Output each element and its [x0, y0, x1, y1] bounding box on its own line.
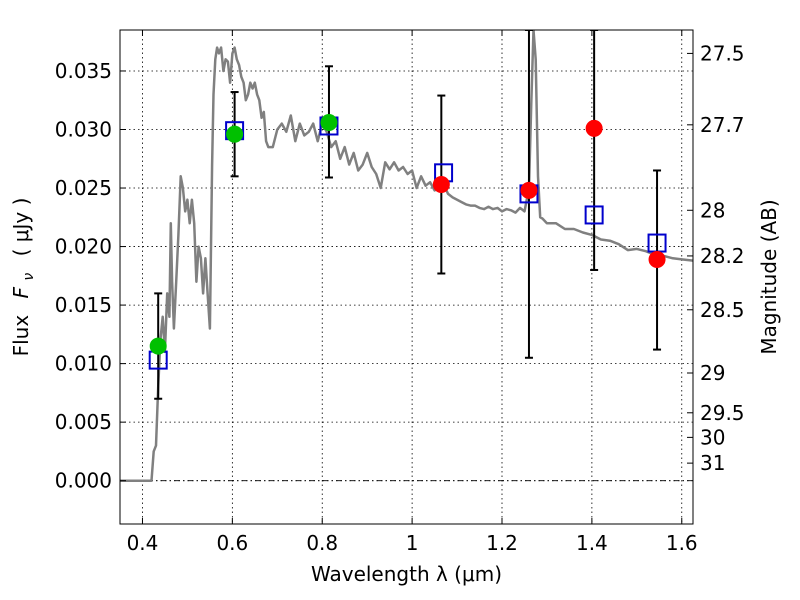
- right-tick-label: 29.5: [700, 401, 745, 425]
- plot-series: [120, 30, 693, 482]
- model-flux-square: [584, 205, 604, 225]
- x-tick-label: 1.6: [666, 531, 698, 555]
- x-tick-label: 1: [406, 531, 419, 555]
- grid-lines: [120, 30, 693, 524]
- y-axis-label-subscript: ν: [21, 273, 37, 281]
- right-axis-label: Magnitude (AB): [757, 199, 781, 354]
- observed-flux-point: [520, 181, 538, 199]
- observed-flux-point: [585, 119, 603, 137]
- plot-frame: [119, 29, 694, 525]
- y-axis-label-symbol: F: [9, 286, 33, 298]
- y-axis-label-unit: ( μJy ): [9, 198, 33, 257]
- x-tick-label: 1.4: [576, 531, 608, 555]
- right-tick-label: 27.7: [700, 113, 745, 137]
- y-tick-label: 0.035: [55, 59, 112, 83]
- observed-flux-point: [226, 125, 244, 143]
- y-tick-label: 0.020: [55, 235, 112, 259]
- y-tick-label: 0.030: [55, 118, 112, 142]
- y-tick-label: 0.005: [55, 410, 112, 434]
- right-tick-label: 28: [700, 198, 725, 222]
- observed-flux-point: [149, 337, 167, 355]
- right-tick-label: 30: [700, 425, 725, 449]
- x-tick-label: 1.2: [486, 531, 518, 555]
- observed-flux-point: [320, 113, 338, 131]
- series-content: [120, 30, 693, 482]
- observed-flux-point: [432, 176, 450, 194]
- y-tick-label: 0.025: [55, 176, 112, 200]
- right-tick-label: 28.5: [700, 298, 745, 322]
- y-axis-label-prefix: Flux: [9, 315, 33, 357]
- y-tick-label: 0.000: [55, 469, 112, 493]
- x-tick-label: 0.8: [306, 531, 338, 555]
- right-tick-label: 28.2: [700, 244, 745, 268]
- y-tick-label: 0.015: [55, 293, 112, 317]
- right-tick-label: 27.5: [700, 41, 745, 65]
- y-tick-label: 0.010: [55, 352, 112, 376]
- x-tick-label: 0.4: [127, 531, 159, 555]
- x-axis-label: Wavelength λ (μm): [311, 562, 502, 586]
- right-tick-label: 29: [700, 361, 725, 385]
- observed-flux-point: [648, 250, 666, 268]
- x-tick-label: 0.6: [216, 531, 248, 555]
- spectrum-line: [120, 30, 693, 482]
- right-tick-label: 31: [700, 451, 725, 475]
- axis-ticks: 0.4 0.6 0.8 1 1.2 1.4 1.6 0.000 0.005 0.010 0.015 0…: [55, 30, 745, 555]
- y-axis-label: Flux F ν ( μJy ): [9, 198, 38, 357]
